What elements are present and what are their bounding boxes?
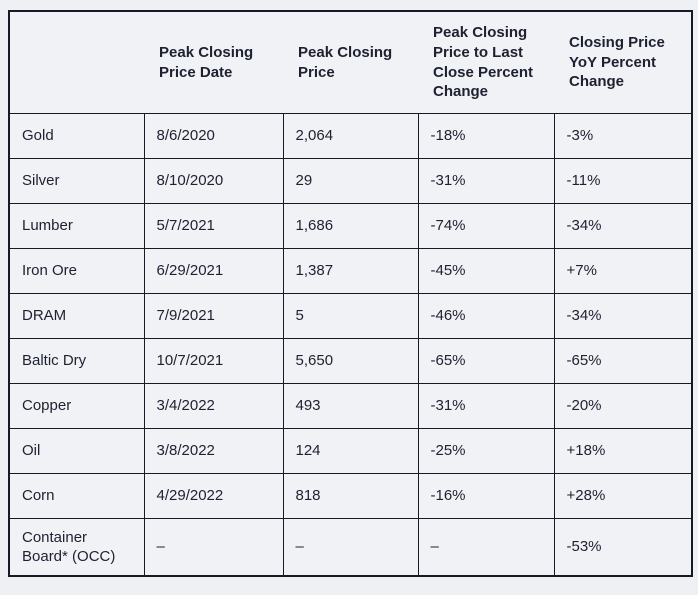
row-label: Corn bbox=[8, 473, 145, 519]
row-label: Baltic Dry bbox=[8, 338, 145, 384]
cell-yoy: -34% bbox=[553, 293, 693, 339]
cell-peak-date: – bbox=[143, 518, 284, 577]
commodity-peak-price-table: Peak Closing Price Date Peak Closing Pri… bbox=[8, 10, 693, 577]
cell-peak-to-last: -25% bbox=[417, 428, 555, 474]
cell-peak-date: 3/4/2022 bbox=[143, 383, 284, 429]
cell-peak-date: 5/7/2021 bbox=[143, 203, 284, 249]
cell-peak-to-last: -31% bbox=[417, 158, 555, 204]
row-label: DRAM bbox=[8, 293, 145, 339]
cell-yoy: -34% bbox=[553, 203, 693, 249]
cell-peak-to-last: -45% bbox=[417, 248, 555, 294]
row-label: Container Board* (OCC) bbox=[8, 518, 145, 577]
row-label: Iron Ore bbox=[8, 248, 145, 294]
table-row: Lumber 5/7/2021 1,686 -74% -34% bbox=[8, 203, 693, 249]
table-row: Oil 3/8/2022 124 -25% +18% bbox=[8, 428, 693, 474]
header-peak-closing-price: Peak Closing Price bbox=[283, 11, 418, 114]
row-label: Lumber bbox=[8, 203, 145, 249]
header-blank bbox=[9, 11, 144, 114]
cell-yoy: -65% bbox=[553, 338, 693, 384]
cell-peak-to-last: -65% bbox=[417, 338, 555, 384]
cell-peak-date: 8/10/2020 bbox=[143, 158, 284, 204]
cell-peak-price: 29 bbox=[282, 158, 419, 204]
cell-peak-to-last: -46% bbox=[417, 293, 555, 339]
cell-peak-to-last: -31% bbox=[417, 383, 555, 429]
header-peak-closing-price-date: Peak Closing Price Date bbox=[144, 11, 283, 114]
row-label: Silver bbox=[8, 158, 145, 204]
cell-peak-price: 5,650 bbox=[282, 338, 419, 384]
cell-yoy: +18% bbox=[553, 428, 693, 474]
cell-peak-to-last: -16% bbox=[417, 473, 555, 519]
cell-peak-date: 10/7/2021 bbox=[143, 338, 284, 384]
table-row: Baltic Dry 10/7/2021 5,650 -65% -65% bbox=[8, 338, 693, 384]
table-row: Silver 8/10/2020 29 -31% -11% bbox=[8, 158, 693, 204]
cell-peak-price: 124 bbox=[282, 428, 419, 474]
table-row: Copper 3/4/2022 493 -31% -20% bbox=[8, 383, 693, 429]
row-label: Gold bbox=[8, 113, 145, 159]
header-row: Peak Closing Price Date Peak Closing Pri… bbox=[9, 11, 692, 114]
cell-peak-price: 493 bbox=[282, 383, 419, 429]
row-label: Oil bbox=[8, 428, 145, 474]
row-label: Copper bbox=[8, 383, 145, 429]
cell-peak-price: 1,387 bbox=[282, 248, 419, 294]
cell-yoy: +28% bbox=[553, 473, 693, 519]
table-row: Gold 8/6/2020 2,064 -18% -3% bbox=[8, 113, 693, 159]
cell-peak-date: 3/8/2022 bbox=[143, 428, 284, 474]
table-row: Iron Ore 6/29/2021 1,387 -45% +7% bbox=[8, 248, 693, 294]
table-row: Container Board* (OCC) – – – -53% bbox=[8, 518, 693, 577]
cell-yoy: -20% bbox=[553, 383, 693, 429]
header-peak-to-last-close-pct: Peak Closing Price to Last Close Percent… bbox=[418, 11, 554, 114]
table-row: Corn 4/29/2022 818 -16% +28% bbox=[8, 473, 693, 519]
cell-yoy: -3% bbox=[553, 113, 693, 159]
cell-peak-to-last: -74% bbox=[417, 203, 555, 249]
cell-yoy: -53% bbox=[553, 518, 693, 577]
table-row: DRAM 7/9/2021 5 -46% -34% bbox=[8, 293, 693, 339]
cell-peak-price: – bbox=[282, 518, 419, 577]
cell-peak-price: 5 bbox=[282, 293, 419, 339]
cell-peak-to-last: – bbox=[417, 518, 555, 577]
cell-yoy: +7% bbox=[553, 248, 693, 294]
cell-peak-date: 7/9/2021 bbox=[143, 293, 284, 339]
cell-yoy: -11% bbox=[553, 158, 693, 204]
cell-peak-to-last: -18% bbox=[417, 113, 555, 159]
cell-peak-date: 6/29/2021 bbox=[143, 248, 284, 294]
cell-peak-date: 4/29/2022 bbox=[143, 473, 284, 519]
header-closing-price-yoy-pct: Closing Price YoY Percent Change bbox=[554, 11, 692, 114]
cell-peak-date: 8/6/2020 bbox=[143, 113, 284, 159]
cell-peak-price: 818 bbox=[282, 473, 419, 519]
cell-peak-price: 2,064 bbox=[282, 113, 419, 159]
cell-peak-price: 1,686 bbox=[282, 203, 419, 249]
